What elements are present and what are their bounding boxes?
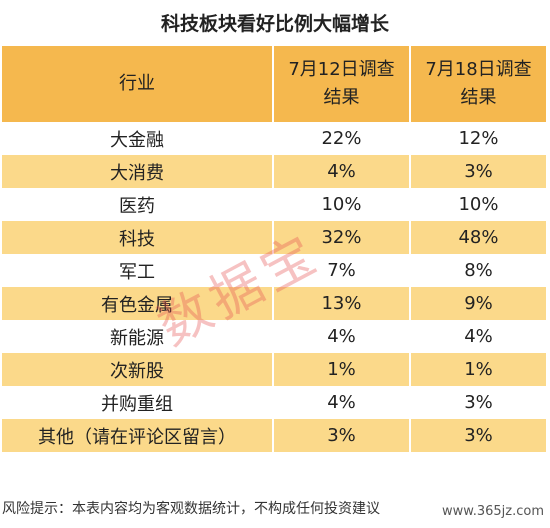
table-row: 新能源 4% 4% [2, 320, 546, 353]
cell-jul18: 3% [410, 419, 546, 452]
table-row: 医药 10% 10% [2, 188, 546, 221]
cell-jul12: 13% [273, 287, 411, 320]
cell-industry: 大消费 [2, 155, 274, 188]
cell-jul12: 1% [273, 353, 411, 386]
cell-industry: 科技 [2, 221, 274, 254]
site-url-watermark: www.365jz.com [442, 504, 544, 519]
table-row: 科技 32% 48% [2, 221, 546, 254]
survey-table: 行业 7月12日调查结果 7月18日调查结果 大金融 22% 12% 大消费 4… [2, 46, 546, 452]
cell-jul12: 3% [273, 419, 411, 452]
cell-industry: 有色金属 [2, 287, 274, 320]
cell-jul18: 1% [410, 353, 546, 386]
cell-industry: 大金融 [2, 122, 274, 155]
page-title: 科技板块看好比例大幅增长 [160, 13, 389, 35]
cell-jul18: 8% [410, 254, 546, 287]
cell-jul18: 48% [410, 221, 546, 254]
cell-jul18: 12% [410, 122, 546, 155]
header-industry: 行业 [2, 46, 274, 122]
table-row: 次新股 1% 1% [2, 353, 546, 386]
cell-jul18: 9% [410, 287, 546, 320]
cell-industry: 次新股 [2, 353, 274, 386]
table-header-row: 行业 7月12日调查结果 7月18日调查结果 [2, 46, 546, 122]
table-row: 有色金属 13% 9% [2, 287, 546, 320]
cell-jul12: 4% [273, 386, 411, 419]
cell-jul18: 3% [410, 386, 546, 419]
cell-industry: 医药 [2, 188, 274, 221]
cell-industry: 新能源 [2, 320, 274, 353]
cell-jul12: 4% [273, 155, 411, 188]
cell-jul18: 10% [410, 188, 546, 221]
cell-industry: 并购重组 [2, 386, 274, 419]
table-row: 大消费 4% 3% [2, 155, 546, 188]
header-jul12: 7月12日调查结果 [273, 46, 411, 122]
table-row: 大金融 22% 12% [2, 122, 546, 155]
cell-industry: 军工 [2, 254, 274, 287]
cell-jul12: 10% [273, 188, 411, 221]
table-row: 其他（请在评论区留言） 3% 3% [2, 419, 546, 452]
cell-jul12: 7% [273, 254, 411, 287]
cell-jul18: 3% [410, 155, 546, 188]
table-row: 军工 7% 8% [2, 254, 546, 287]
cell-jul12: 32% [273, 221, 411, 254]
table-row: 并购重组 4% 3% [2, 386, 546, 419]
header-jul18: 7月18日调查结果 [410, 46, 546, 122]
cell-jul12: 22% [273, 122, 411, 155]
risk-disclaimer: 风险提示：本表内容均为客观数据统计，不构成任何投资建议 [2, 501, 380, 517]
cell-industry: 其他（请在评论区留言） [2, 419, 274, 452]
cell-jul12: 4% [273, 320, 411, 353]
cell-jul18: 4% [410, 320, 546, 353]
